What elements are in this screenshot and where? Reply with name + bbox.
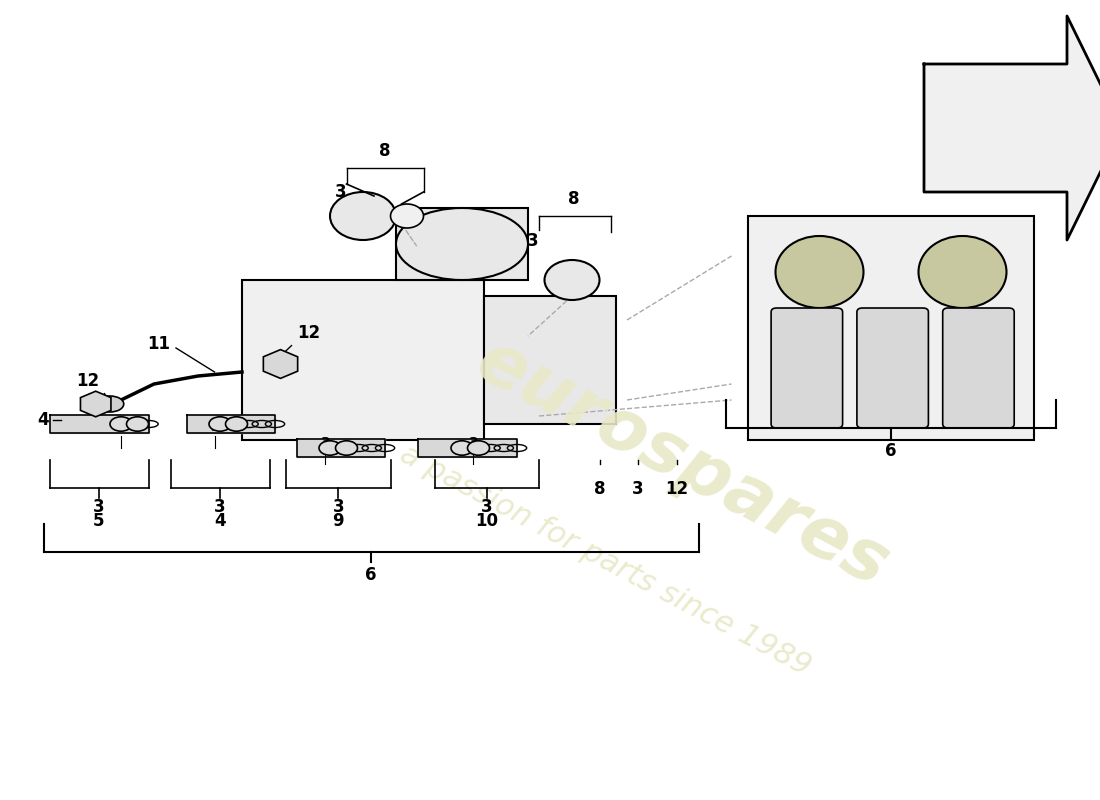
FancyBboxPatch shape — [484, 296, 616, 424]
FancyBboxPatch shape — [242, 280, 484, 440]
Text: 3: 3 — [117, 421, 125, 434]
FancyBboxPatch shape — [748, 216, 1034, 440]
Ellipse shape — [319, 441, 341, 455]
Polygon shape — [187, 415, 275, 433]
Text: 12: 12 — [664, 480, 689, 498]
Polygon shape — [924, 16, 1100, 240]
Text: 3: 3 — [632, 480, 644, 498]
Text: 12: 12 — [76, 372, 99, 390]
Text: a passion for parts since 1989: a passion for parts since 1989 — [395, 439, 815, 681]
FancyBboxPatch shape — [771, 308, 843, 428]
Ellipse shape — [336, 441, 358, 455]
Ellipse shape — [330, 192, 396, 240]
Ellipse shape — [226, 417, 248, 431]
Ellipse shape — [544, 260, 600, 300]
Text: 3: 3 — [320, 437, 329, 450]
Text: 6: 6 — [886, 442, 896, 459]
Text: 10: 10 — [475, 512, 497, 530]
Text: 3: 3 — [94, 498, 104, 516]
Ellipse shape — [776, 236, 864, 308]
Text: 3: 3 — [334, 183, 346, 201]
FancyBboxPatch shape — [857, 308, 928, 428]
Text: 3: 3 — [214, 498, 225, 516]
Ellipse shape — [126, 417, 148, 431]
Ellipse shape — [396, 208, 528, 280]
Ellipse shape — [97, 396, 123, 412]
Text: eurospares: eurospares — [464, 326, 900, 602]
Ellipse shape — [468, 441, 490, 455]
Text: 12: 12 — [297, 325, 320, 342]
Text: 11: 11 — [147, 335, 170, 353]
Text: 3: 3 — [481, 498, 493, 516]
Text: 4: 4 — [36, 411, 48, 429]
Polygon shape — [418, 439, 517, 457]
Ellipse shape — [918, 236, 1007, 308]
Text: 8: 8 — [379, 142, 390, 160]
Text: 6: 6 — [365, 566, 377, 584]
Polygon shape — [297, 439, 385, 457]
Text: 3: 3 — [527, 232, 539, 250]
Ellipse shape — [110, 417, 132, 431]
FancyBboxPatch shape — [943, 308, 1014, 428]
Text: 3: 3 — [332, 498, 344, 516]
Text: 3: 3 — [210, 421, 219, 434]
Text: 8: 8 — [594, 480, 605, 498]
Ellipse shape — [451, 441, 473, 455]
Ellipse shape — [209, 417, 231, 431]
Text: 5: 5 — [94, 512, 104, 530]
FancyBboxPatch shape — [396, 208, 528, 280]
Polygon shape — [50, 415, 148, 433]
Text: 9: 9 — [332, 512, 343, 530]
Text: 4: 4 — [214, 512, 225, 530]
Text: 8: 8 — [569, 190, 580, 208]
Text: 3: 3 — [469, 437, 477, 450]
Ellipse shape — [390, 204, 424, 228]
